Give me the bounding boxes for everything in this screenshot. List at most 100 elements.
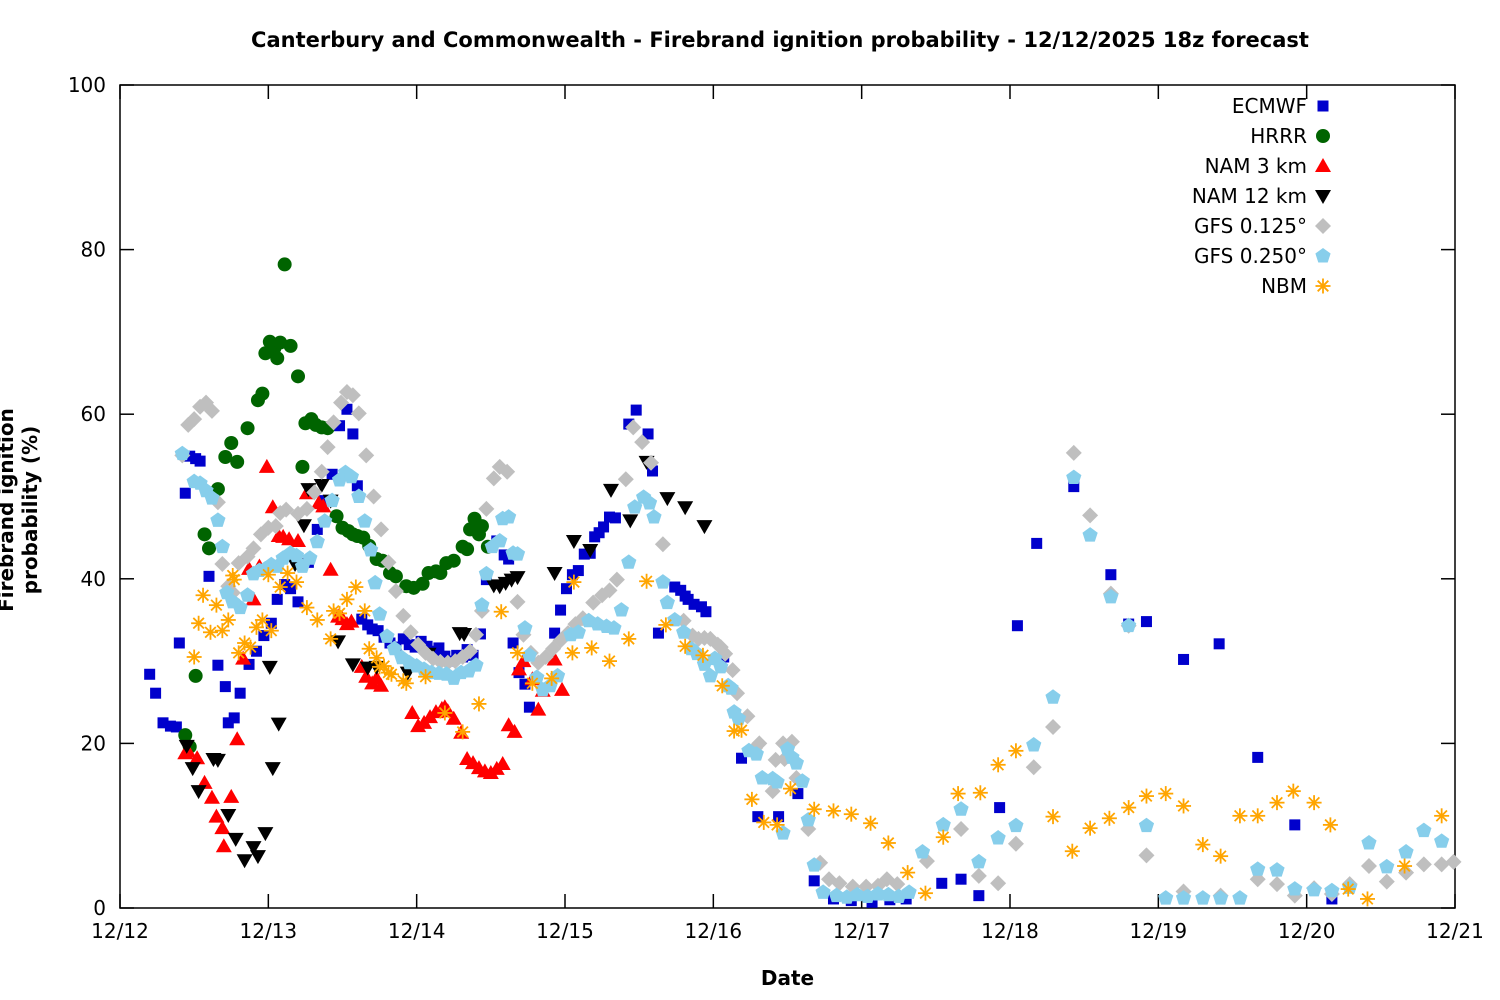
data-point-asterisk	[263, 623, 279, 639]
x-tick-label: 12/13	[240, 919, 298, 943]
data-point-asterisk	[524, 675, 540, 691]
data-point-diamond	[402, 624, 419, 641]
data-point-asterisk	[195, 587, 211, 603]
data-point-pentagon	[655, 574, 671, 589]
data-point-diamond	[245, 540, 262, 557]
data-point-square	[598, 521, 610, 533]
data-point-square	[507, 637, 519, 649]
data-point-square	[326, 468, 338, 480]
data-point-asterisk	[510, 645, 526, 661]
data-point-asterisk	[493, 604, 509, 620]
data-point-asterisk	[398, 675, 414, 691]
data-point-triangle-down	[509, 571, 526, 586]
data-point-circle	[178, 728, 193, 743]
data-point-asterisk	[1121, 800, 1137, 816]
data-point-diamond	[1360, 858, 1377, 875]
data-point-square	[1213, 638, 1225, 650]
data-point-square	[555, 604, 567, 616]
data-point-square	[351, 480, 363, 492]
data-point-asterisk	[1082, 820, 1098, 836]
data-point-asterisk	[935, 829, 951, 845]
data-point-asterisk	[880, 835, 896, 851]
data-point-pentagon	[1066, 469, 1082, 485]
data-point-diamond	[485, 470, 502, 487]
data-point-pentagon	[478, 565, 494, 581]
legend-label: HRRR	[1250, 124, 1307, 148]
data-point-pentagon	[363, 541, 379, 557]
data-point-diamond	[585, 594, 602, 611]
data-point-asterisk	[972, 785, 988, 801]
data-point-asterisk	[248, 619, 264, 635]
data-point-pentagon	[174, 445, 190, 461]
data-point-triangle-up	[506, 723, 523, 738]
data-point-pentagon	[517, 620, 533, 635]
data-point-triangle-up	[245, 591, 262, 606]
data-point-pentagon	[309, 533, 325, 549]
data-point-pentagon	[1398, 844, 1414, 859]
data-point-triangle-down	[264, 762, 281, 777]
data-point-pentagon	[641, 495, 658, 510]
data-point-pentagon	[1434, 833, 1450, 848]
data-point-diamond	[724, 662, 741, 679]
data-point-diamond	[990, 875, 1007, 892]
data-point-square	[700, 606, 712, 618]
data-point-square	[228, 712, 240, 724]
data-point-pentagon	[914, 844, 931, 859]
data-point-triangle-down	[677, 501, 694, 516]
data-point-pentagon	[794, 773, 810, 788]
data-point-pentagon	[1175, 890, 1192, 905]
x-tick-label: 12/15	[536, 919, 594, 943]
data-point-diamond	[350, 405, 367, 422]
legend-label: GFS 0.125°	[1194, 214, 1307, 238]
data-point-diamond	[509, 593, 526, 610]
data-point-square	[578, 548, 590, 560]
data-point-circle	[270, 351, 285, 366]
data-point-diamond	[1445, 853, 1462, 870]
x-tick-label: 12/21	[1426, 919, 1484, 943]
data-point-asterisk	[1138, 788, 1154, 804]
data-point-diamond	[654, 536, 671, 553]
data-point-square	[792, 788, 804, 800]
y-tick-label: 40	[81, 567, 106, 591]
data-point-pentagon	[521, 647, 538, 662]
data-point-asterisk	[231, 645, 247, 661]
data-point-square	[366, 623, 378, 635]
data-point-asterisk	[332, 605, 348, 621]
data-point-pentagon	[775, 825, 791, 840]
data-point-pentagon	[606, 620, 622, 635]
data-point-diamond	[313, 463, 330, 480]
data-point-square	[397, 633, 409, 645]
data-point-diamond	[214, 555, 231, 572]
data-point-asterisk	[280, 565, 296, 581]
data-point-pentagon	[570, 624, 586, 639]
data-point-asterisk	[1285, 783, 1301, 799]
data-point-pentagon	[501, 509, 517, 524]
data-point-circle	[188, 668, 203, 683]
data-point-diamond	[634, 434, 651, 451]
data-point-pentagon	[621, 554, 637, 569]
data-point-pentagon	[239, 587, 256, 602]
data-point-asterisk	[1250, 808, 1266, 824]
data-point-asterisk	[1322, 817, 1338, 833]
data-point-asterisk	[309, 612, 325, 628]
data-point-diamond	[831, 875, 848, 892]
data-point-triangle-down	[368, 660, 385, 675]
data-point-square	[593, 527, 605, 539]
data-point-circle	[197, 527, 212, 542]
data-point-pentagon	[288, 547, 305, 563]
y-tick-label: 60	[81, 402, 106, 426]
data-point-square	[271, 593, 283, 605]
data-point-square	[752, 811, 764, 823]
data-point-diamond	[306, 484, 323, 501]
data-point-diamond	[1065, 444, 1082, 461]
data-point-pentagon	[627, 499, 643, 514]
data-point-square	[955, 873, 967, 885]
data-point-square	[157, 717, 169, 729]
data-point-square	[688, 598, 700, 610]
data-point-pentagon	[806, 857, 822, 872]
data-point-asterisk	[208, 597, 224, 613]
data-point-circle	[240, 421, 255, 436]
data-point-triangle-up	[290, 532, 306, 547]
data-point-triangle-up	[203, 789, 220, 804]
